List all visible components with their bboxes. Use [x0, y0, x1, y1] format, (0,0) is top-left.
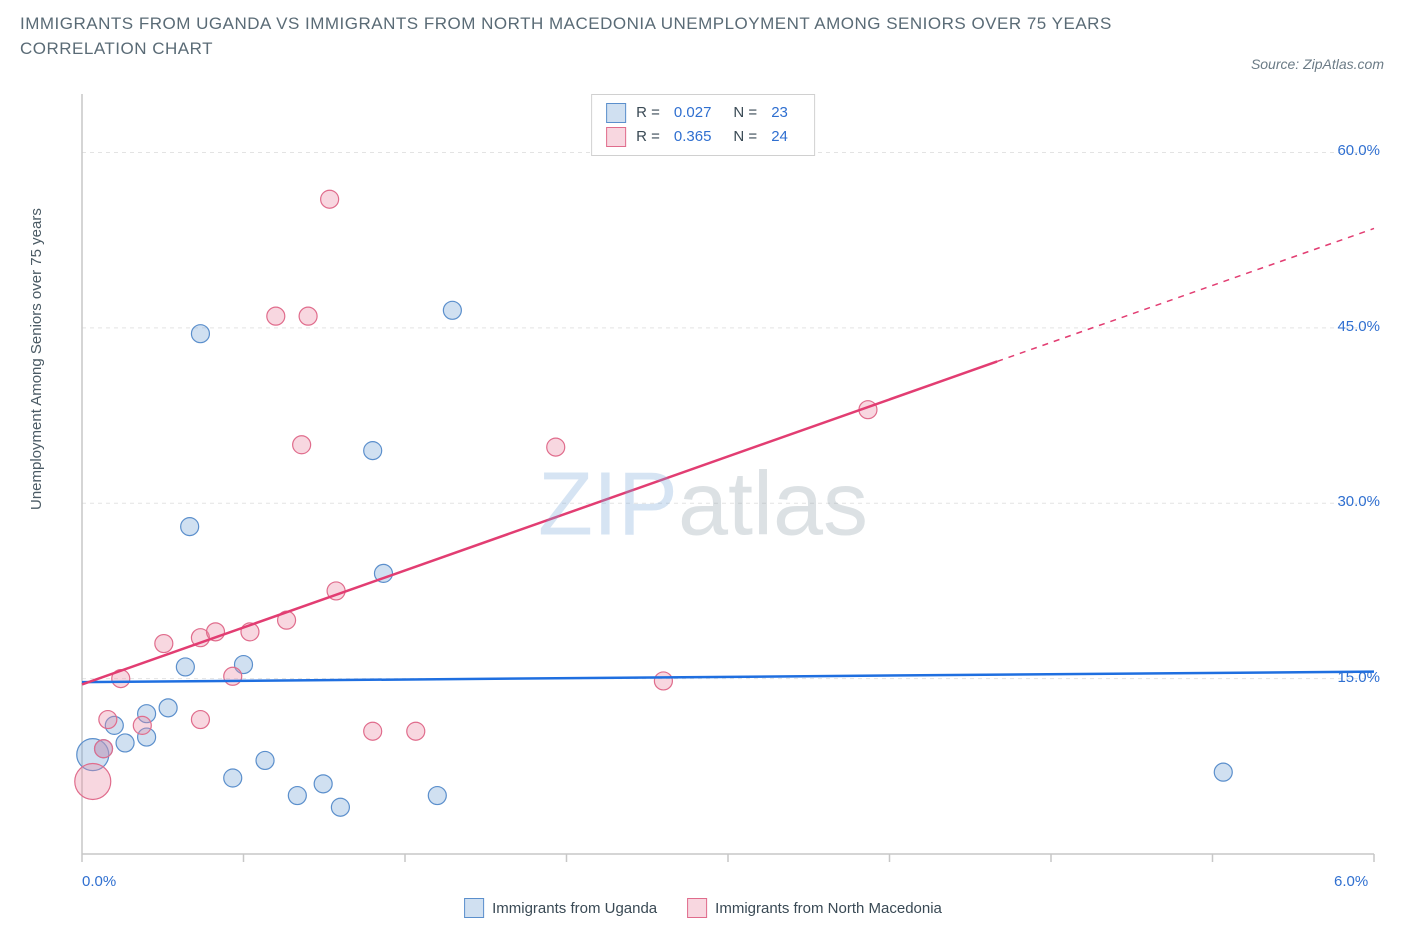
data-point	[75, 764, 111, 800]
y-tick-label: 30.0%	[1337, 493, 1380, 510]
data-point	[314, 775, 332, 793]
stats-legend-row: R = 0.365 N = 24	[606, 125, 800, 149]
r-label: R =	[636, 125, 660, 149]
data-point	[133, 716, 151, 734]
data-point	[155, 635, 173, 653]
source-label: Source: ZipAtlas.com	[1251, 56, 1384, 72]
legend-swatch	[606, 127, 626, 147]
series-legend-label: Immigrants from Uganda	[492, 900, 657, 917]
title-area: IMMIGRANTS FROM UGANDA VS IMMIGRANTS FRO…	[0, 0, 1406, 59]
data-point	[428, 787, 446, 805]
stats-legend-row: R = 0.027 N = 23	[606, 101, 800, 125]
data-point	[654, 672, 672, 690]
data-point	[299, 307, 317, 325]
y-tick-label: 60.0%	[1337, 142, 1380, 159]
data-point	[443, 301, 461, 319]
trend-line-extrapolated	[997, 228, 1374, 361]
data-point	[176, 658, 194, 676]
series-legend-label: Immigrants from North Macedonia	[715, 900, 942, 917]
n-label: N =	[733, 125, 757, 149]
legend-swatch	[606, 103, 626, 123]
data-point	[293, 436, 311, 454]
n-value: 24	[767, 125, 800, 149]
data-point	[364, 442, 382, 460]
data-point	[224, 769, 242, 787]
trend-line	[82, 672, 1374, 683]
data-point	[116, 734, 134, 752]
data-point	[191, 325, 209, 343]
data-point	[321, 190, 339, 208]
series-legend-item: Immigrants from Uganda	[464, 898, 657, 918]
data-point	[547, 438, 565, 456]
n-label: N =	[733, 101, 757, 125]
data-point	[267, 307, 285, 325]
data-point	[224, 667, 242, 685]
stats-legend: R = 0.027 N = 23 R = 0.365 N = 24	[591, 94, 815, 156]
scatter-chart	[20, 90, 1386, 890]
series-legend: Immigrants from Uganda Immigrants from No…	[464, 898, 942, 918]
y-tick-label: 15.0%	[1337, 669, 1380, 686]
legend-swatch	[464, 898, 484, 918]
chart-title-line1: IMMIGRANTS FROM UGANDA VS IMMIGRANTS FRO…	[20, 10, 1386, 37]
trend-line	[82, 361, 997, 684]
chart-container: Unemployment Among Seniors over 75 years…	[20, 90, 1386, 920]
legend-swatch	[687, 898, 707, 918]
data-point	[364, 722, 382, 740]
chart-title-line2: CORRELATION CHART	[20, 39, 213, 59]
series-legend-item: Immigrants from North Macedonia	[687, 898, 942, 918]
data-point	[99, 711, 117, 729]
data-point	[159, 699, 177, 717]
r-value: 0.365	[670, 125, 724, 149]
n-value: 23	[767, 101, 800, 125]
r-value: 0.027	[670, 101, 724, 125]
data-point	[95, 740, 113, 758]
r-label: R =	[636, 101, 660, 125]
data-point	[331, 798, 349, 816]
data-point	[288, 787, 306, 805]
x-tick-label: 0.0%	[82, 873, 116, 890]
data-point	[1214, 763, 1232, 781]
x-tick-label: 6.0%	[1334, 873, 1368, 890]
data-point	[256, 751, 274, 769]
y-tick-label: 45.0%	[1337, 318, 1380, 335]
data-point	[407, 722, 425, 740]
data-point	[191, 711, 209, 729]
data-point	[181, 518, 199, 536]
